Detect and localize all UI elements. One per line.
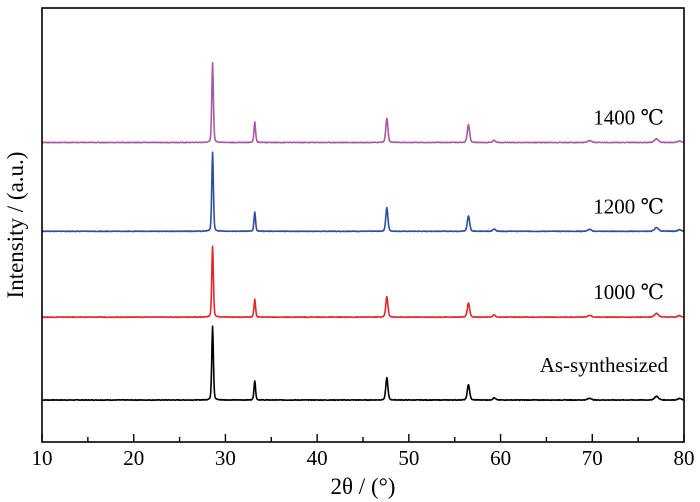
x-axis: 10 20 30 40 50 60 70 80 bbox=[32, 434, 695, 470]
x-tick-label-40: 40 bbox=[307, 446, 328, 470]
x-tick-label-70: 70 bbox=[582, 446, 603, 470]
y-axis-title: Intensity / (a.u.) bbox=[3, 152, 28, 299]
x-tick-label-10: 10 bbox=[32, 446, 53, 470]
series-line-3 bbox=[41, 61, 685, 144]
series-labels: As-synthesized 1000 ℃ 1200 ℃ 1400 ℃ bbox=[540, 106, 669, 378]
x-tick-label-20: 20 bbox=[123, 446, 144, 470]
series-line-0 bbox=[41, 325, 685, 402]
series-line-1 bbox=[41, 245, 685, 319]
x-tick-label-80: 80 bbox=[674, 446, 695, 470]
series-label-0: As-synthesized bbox=[540, 353, 669, 377]
series-layer bbox=[41, 61, 685, 402]
series-label-3: 1400 ℃ bbox=[593, 106, 664, 130]
x-tick-label-50: 50 bbox=[398, 446, 419, 470]
series-line-2 bbox=[41, 151, 685, 233]
x-tick-label-30: 30 bbox=[215, 446, 236, 470]
series-label-2: 1200 ℃ bbox=[593, 194, 664, 218]
x-axis-title: 2θ / (°) bbox=[331, 474, 396, 499]
x-tick-label-60: 60 bbox=[490, 446, 511, 470]
series-label-1: 1000 ℃ bbox=[593, 280, 664, 304]
